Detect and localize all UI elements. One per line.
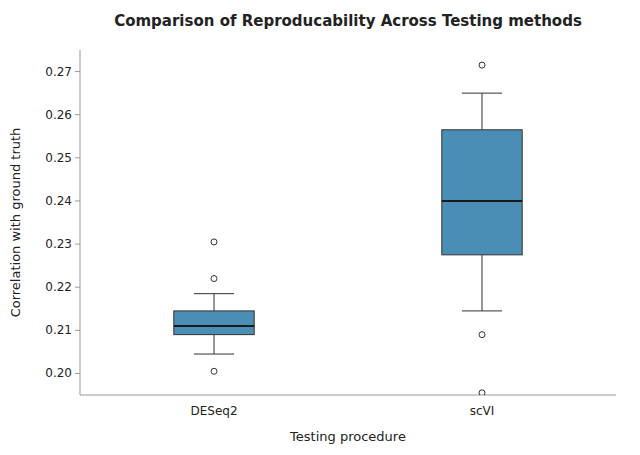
flier bbox=[211, 239, 217, 245]
chart-container: Comparison of Reproducability Across Tes… bbox=[0, 0, 640, 455]
x-tick-label: DESeq2 bbox=[190, 404, 237, 418]
whisker-low bbox=[214, 335, 215, 354]
y-tick bbox=[75, 71, 80, 72]
y-tick-label: 0.20 bbox=[45, 366, 72, 380]
flier bbox=[211, 368, 217, 374]
whisker-low bbox=[482, 255, 483, 311]
whisker-high bbox=[482, 93, 483, 130]
box bbox=[442, 130, 522, 255]
y-tick bbox=[75, 287, 80, 288]
y-tick bbox=[75, 114, 80, 115]
x-tick-label: scVI bbox=[470, 404, 495, 418]
flier bbox=[479, 332, 485, 338]
y-tick bbox=[75, 200, 80, 201]
cap-low bbox=[194, 354, 234, 355]
y-tick-label: 0.21 bbox=[45, 323, 72, 337]
median bbox=[174, 325, 254, 327]
cap-high bbox=[194, 293, 234, 294]
y-tick-label: 0.27 bbox=[45, 65, 72, 79]
y-tick-label: 0.26 bbox=[45, 108, 72, 122]
cap-high bbox=[462, 93, 502, 94]
box bbox=[174, 311, 254, 335]
box-group bbox=[174, 239, 254, 374]
y-axis-line bbox=[80, 50, 81, 395]
plot-area bbox=[174, 62, 522, 395]
y-tick bbox=[75, 244, 80, 245]
y-axis-label: Correlation with ground truth bbox=[8, 128, 23, 318]
median bbox=[442, 200, 522, 202]
y-tick-label: 0.23 bbox=[45, 237, 72, 251]
x-axis-line bbox=[80, 395, 616, 396]
flier bbox=[479, 390, 485, 395]
chart: Comparison of Reproducability Across Tes… bbox=[0, 0, 640, 455]
axes: 0.20 0.21 0.22 0.23 0.24 0.25 0.26 0.27 DESeq2 sc… bbox=[45, 50, 616, 418]
y-tick bbox=[75, 157, 80, 158]
y-tick-label: 0.22 bbox=[45, 280, 72, 294]
whisker-high bbox=[214, 294, 215, 311]
box-group bbox=[442, 62, 522, 395]
title: Comparison of Reproducability Across Tes… bbox=[114, 12, 582, 30]
cap-low bbox=[462, 310, 502, 311]
y-tick-label: 0.25 bbox=[45, 151, 72, 165]
flier bbox=[211, 276, 217, 282]
x-axis-label: Testing procedure bbox=[289, 429, 406, 444]
flier bbox=[479, 62, 485, 68]
y-tick bbox=[75, 330, 80, 331]
y-tick-label: 0.24 bbox=[45, 194, 72, 208]
y-tick bbox=[75, 373, 80, 374]
